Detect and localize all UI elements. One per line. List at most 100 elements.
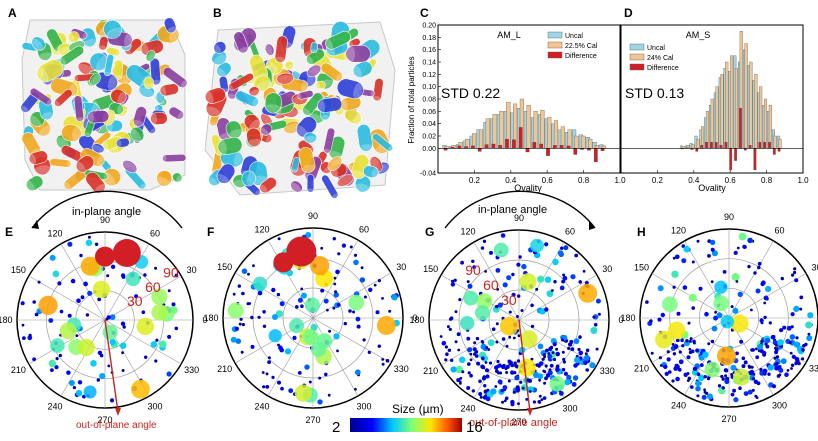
cal-bar [763, 98, 767, 149]
particle-point [722, 270, 727, 274]
particle-end [228, 129, 243, 138]
particle-point [79, 253, 83, 258]
particle-end [132, 120, 144, 127]
polar-spoke [28, 275, 106, 321]
particle-point [485, 346, 489, 350]
difference-bar [552, 145, 557, 149]
particle-point [479, 395, 483, 399]
particle-end [213, 54, 228, 65]
particle-body [150, 112, 168, 125]
particle-end [138, 87, 155, 97]
particle-point [532, 400, 537, 404]
particle [260, 123, 273, 136]
angle-label: 240 [671, 401, 686, 411]
particle-point [171, 302, 176, 307]
particle-point-large [714, 280, 728, 294]
particle-point [544, 242, 549, 247]
particle-body [321, 174, 339, 199]
particle-point [547, 354, 553, 359]
particle-point [57, 281, 62, 286]
particle-point [230, 336, 237, 343]
particle-point [689, 337, 693, 341]
particle-point [567, 342, 571, 346]
difference-bar [532, 142, 537, 149]
particle-body [259, 176, 277, 194]
particle-point [121, 275, 126, 279]
panel-d-legend: Uncal 24% Cal Difference [629, 43, 679, 72]
x-tick-label: 0.2 [652, 176, 664, 185]
particle [321, 174, 339, 199]
particle-point [710, 280, 714, 284]
particle-point [495, 369, 499, 374]
particle-point [764, 337, 771, 344]
panel-c-xlabel: Ovality [514, 183, 542, 193]
cal-bar [581, 135, 586, 149]
angle-label: 270 [97, 415, 112, 425]
particle-point [780, 276, 784, 281]
particle-point [482, 239, 487, 243]
particle-point [799, 307, 803, 311]
panel-d-title: AM_S [686, 30, 711, 40]
particle-point [778, 373, 782, 377]
particle-point [502, 282, 508, 288]
y-tick-label: 0.10 [422, 84, 436, 91]
particle-point [304, 364, 310, 370]
particle-point [343, 321, 347, 326]
particle-point [96, 378, 101, 382]
particle-point [537, 343, 544, 350]
particle-point [672, 256, 676, 260]
particle-end [340, 98, 348, 112]
angle-label: 60 [565, 227, 575, 237]
particle-point [516, 262, 521, 267]
particle-end [106, 27, 123, 39]
particle-point [578, 350, 584, 356]
particle-point [334, 290, 338, 294]
particle-end [29, 115, 42, 128]
particle-point [248, 302, 252, 305]
particle-point [786, 325, 792, 331]
particle-point [97, 350, 103, 355]
particle-point [657, 317, 662, 322]
particle-point [348, 309, 352, 313]
particle-point-large [80, 256, 100, 276]
particle [75, 155, 95, 174]
particle-point [733, 397, 739, 403]
particle-point [724, 374, 728, 378]
particle-point [538, 394, 542, 398]
particle-point [496, 359, 500, 364]
difference-bar [695, 148, 699, 152]
particle-point [504, 396, 509, 401]
size-colorbar: Size (µm) 2 16 [332, 402, 483, 436]
y-tick-label: 0.06 [422, 109, 436, 116]
particle-point [484, 270, 487, 273]
particle-body [87, 110, 110, 124]
particle-end [205, 90, 214, 105]
particle-point [317, 399, 323, 405]
particle-point [54, 365, 59, 370]
particle-point [555, 347, 559, 351]
particle-point [262, 324, 267, 328]
particle-point [310, 323, 318, 331]
particle-point [444, 358, 448, 362]
particle-point [683, 245, 690, 253]
particle-point [360, 266, 364, 270]
particle-point [714, 310, 717, 314]
cal-bar [540, 109, 545, 149]
particle-point [505, 371, 509, 374]
particle-point [381, 358, 385, 361]
particle-body [172, 172, 183, 183]
particle [67, 31, 80, 44]
polar-spoke [518, 274, 598, 321]
particle-point [763, 301, 767, 305]
y-tick-label: 0.12 [422, 72, 436, 79]
particle-end [320, 114, 330, 120]
angle-label: 240 [47, 402, 62, 412]
particle-point [497, 379, 503, 385]
particle [336, 78, 364, 100]
particle [303, 132, 318, 144]
particle-body [274, 35, 288, 63]
particle-point-large [303, 329, 319, 345]
particle-body [28, 150, 48, 165]
angle-label: 210 [423, 366, 438, 376]
difference-bar [748, 145, 752, 149]
